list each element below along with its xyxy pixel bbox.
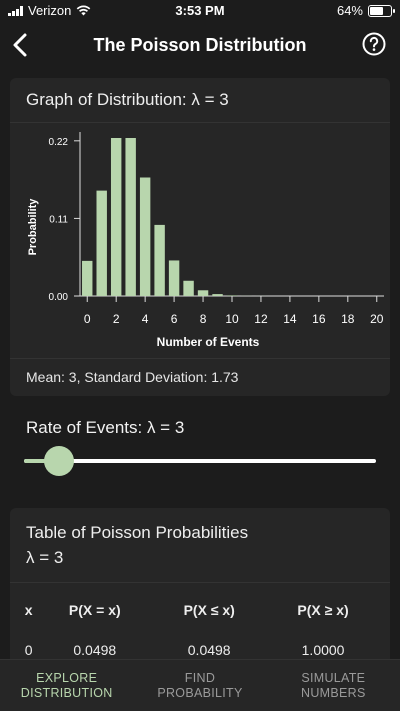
- page-title: The Poisson Distribution: [93, 35, 307, 55]
- x-tick-label: 0: [84, 312, 91, 326]
- x-tick-label: 16: [312, 312, 326, 326]
- table-header-row: x P(X = x) P(X ≤ x) P(X ≥ x): [20, 588, 380, 632]
- cell-p-le: 0.0498: [187, 642, 231, 658]
- mean-sd-text: Mean: 3, Standard Deviation: 1.73: [10, 358, 390, 396]
- col-p-le: P(X ≤ x): [183, 602, 235, 618]
- table-lambda: λ = 3: [26, 548, 64, 567]
- table-card: Table of Poisson Probabilities λ = 3 x P…: [10, 508, 390, 668]
- x-tick-label: 14: [283, 312, 297, 326]
- cell-p-ge: 1.0000: [301, 642, 345, 658]
- x-tick-label: 20: [370, 312, 384, 326]
- x-tick-label: 12: [254, 312, 268, 326]
- carrier-name: Verizon: [28, 3, 72, 18]
- chart-bar: [154, 224, 165, 296]
- table-card-title: Table of Poisson Probabilities λ = 3: [10, 508, 390, 583]
- y-tick-label: 0.00: [49, 292, 69, 303]
- tab-simulate-numbers[interactable]: SIMULATE NUMBERS: [267, 660, 400, 711]
- chart-bar: [197, 290, 209, 296]
- x-axis-label: Number of Events: [157, 335, 260, 349]
- graph-card-title: Graph of Distribution: λ = 3: [10, 78, 390, 123]
- back-chevron-icon[interactable]: [6, 30, 36, 60]
- tab-label-line2: NUMBERS: [301, 686, 366, 700]
- slider-track[interactable]: [24, 459, 376, 463]
- battery-icon: [368, 4, 395, 17]
- y-tick-label: 0.11: [49, 214, 68, 225]
- y-axis-label: Probability: [27, 198, 39, 256]
- x-tick-label: 8: [200, 312, 207, 326]
- tab-find-probability[interactable]: FIND PROBABILITY: [133, 660, 266, 711]
- col-p-equal: P(X = x): [68, 602, 121, 618]
- tab-explore-distribution[interactable]: EXPLORE DISTRIBUTION: [0, 660, 133, 711]
- y-tick-label: 0.22: [49, 137, 69, 148]
- table-title: Table of Poisson Probabilities: [26, 523, 249, 542]
- col-x: x: [24, 602, 33, 618]
- chart-svg: 0.00 0.11 0.22 0 2 4 6 8 10 12 14 16 18 20 Number of E…: [27, 132, 384, 349]
- probability-table: x P(X = x) P(X ≤ x) P(X ≥ x) 0 0.0498 0.…: [20, 588, 380, 668]
- tab-label-line1: SIMULATE: [301, 671, 366, 685]
- x-tick-label: 2: [113, 312, 120, 326]
- nav-bar: The Poisson Distribution: [0, 22, 400, 70]
- wifi-icon: [77, 5, 91, 16]
- chart-bar: [82, 260, 93, 296]
- distribution-chart: 0.00 0.11 0.22 0 2 4 6 8 10 12 14 16 18 20 Number of E…: [10, 122, 390, 360]
- status-left: Verizon: [8, 3, 91, 18]
- chart-bar: [226, 295, 238, 296]
- chart-bar: [110, 138, 122, 296]
- tab-label-line2: PROBABILITY: [157, 686, 243, 700]
- cell-x: 0: [24, 642, 33, 658]
- tab-label-line2: DISTRIBUTION: [20, 686, 113, 700]
- x-tick-label: 18: [341, 312, 355, 326]
- chart-bar: [212, 294, 223, 296]
- status-time: 3:53 PM: [175, 3, 225, 18]
- cell-p-equal: 0.0498: [73, 642, 117, 658]
- x-tick-label: 10: [225, 312, 239, 326]
- slider-thumb[interactable]: [44, 446, 75, 476]
- battery-percent: 64%: [336, 3, 363, 18]
- x-tick-label: 6: [171, 312, 178, 326]
- tab-label-line1: EXPLORE: [36, 671, 98, 685]
- tab-bar: EXPLORE DISTRIBUTION FIND PROBABILITY SI…: [0, 659, 400, 711]
- col-p-ge: P(X ≥ x): [297, 602, 349, 618]
- chart-bar: [96, 190, 107, 296]
- chart-bar: [125, 138, 136, 296]
- status-right: 64%: [336, 3, 395, 18]
- status-bar: Verizon 3:53 PM 64%: [0, 0, 400, 22]
- tab-label-line1: FIND: [184, 671, 216, 685]
- help-icon[interactable]: [362, 32, 386, 56]
- chart-bar: [183, 280, 194, 296]
- rate-label: Rate of Events: λ = 3: [26, 418, 185, 437]
- chart-bar: [139, 177, 151, 296]
- rate-slider[interactable]: [24, 446, 376, 476]
- graph-card: Graph of Distribution: λ = 3 0.00 0.11 0.2…: [10, 78, 390, 396]
- x-tick-label: 4: [142, 312, 149, 326]
- table-row: 0 0.0498 0.0498 1.0000: [20, 632, 380, 668]
- chart-bar: [168, 260, 180, 296]
- signal-icon: [8, 5, 23, 16]
- slider-filled-track: [24, 459, 60, 463]
